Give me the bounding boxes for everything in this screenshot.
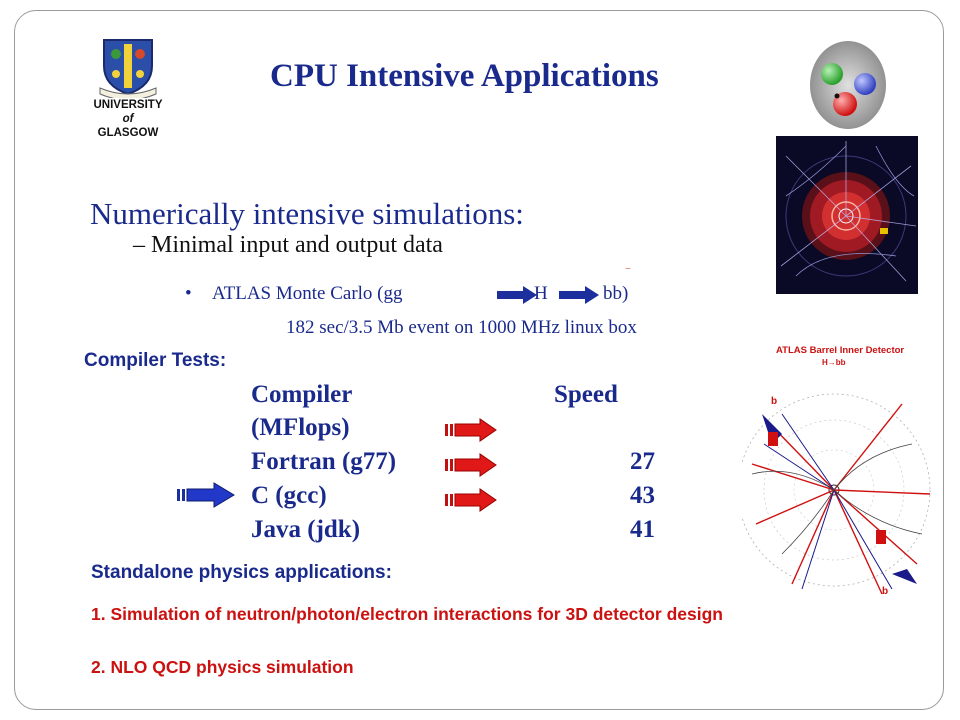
section-subheading: – Minimal input and output data xyxy=(133,232,443,258)
university-crest-icon xyxy=(99,39,157,98)
units-label: (MFlops) xyxy=(251,414,350,441)
table-row-compiler: Java (jdk) xyxy=(251,516,361,543)
atlas-bullet: • ATLAS Monte Carlo (gg H bb) ‾ xyxy=(185,267,655,307)
table-row-compiler: C (gcc) xyxy=(251,482,327,509)
table-row-speed: 43 xyxy=(630,482,655,509)
standalone-heading: Standalone physics applications: xyxy=(91,562,392,583)
bb-label: bb) xyxy=(603,283,629,304)
red-arrow-icon xyxy=(445,418,497,442)
slide-frame xyxy=(14,10,944,710)
list-item: 1. Simulation of neutron/photon/electron… xyxy=(91,604,723,624)
compiler-header: Compiler xyxy=(251,381,353,408)
university-name: UNIVERSITY of GLASGOW xyxy=(93,99,163,139)
red-arrow-icon xyxy=(445,488,497,512)
arrow-icon xyxy=(559,286,599,304)
detector-caption: ATLAS Barrel Inner Detector xyxy=(776,345,905,356)
particle-logo-icon xyxy=(810,41,886,129)
b-quark-label: b xyxy=(771,396,778,407)
list-item: 2. NLO QCD physics simulation xyxy=(91,657,354,677)
table-header: Compiler Speed xyxy=(251,381,635,413)
red-arrow-icon xyxy=(445,453,497,477)
speed-header: Speed xyxy=(554,381,618,408)
table-row-compiler: Fortran (g77) xyxy=(251,448,397,475)
arrow-icon xyxy=(497,286,537,304)
blue-arrow-icon xyxy=(177,482,235,508)
performance-text: 182 sec/3.5 Mb event on 1000 MHz linux b… xyxy=(286,317,637,338)
slide-title: CPU Intensive Applications xyxy=(270,58,659,94)
table-row-speed: 27 xyxy=(630,448,655,475)
detector-process: H→bb xyxy=(822,358,846,367)
detector-display-image xyxy=(742,393,931,595)
section-heading: Numerically intensive simulations: xyxy=(90,196,524,231)
b-quark-label: b xyxy=(882,586,889,597)
table-row-speed: 41 xyxy=(630,516,655,543)
bb-bar: ‾ xyxy=(626,267,630,281)
bullet-marker: • xyxy=(185,283,192,304)
higgs-label: H xyxy=(534,283,548,304)
compiler-tests-label: Compiler Tests: xyxy=(84,350,227,371)
atlas-text: ATLAS Monte Carlo (gg xyxy=(212,283,403,304)
event-display-image xyxy=(776,136,918,294)
